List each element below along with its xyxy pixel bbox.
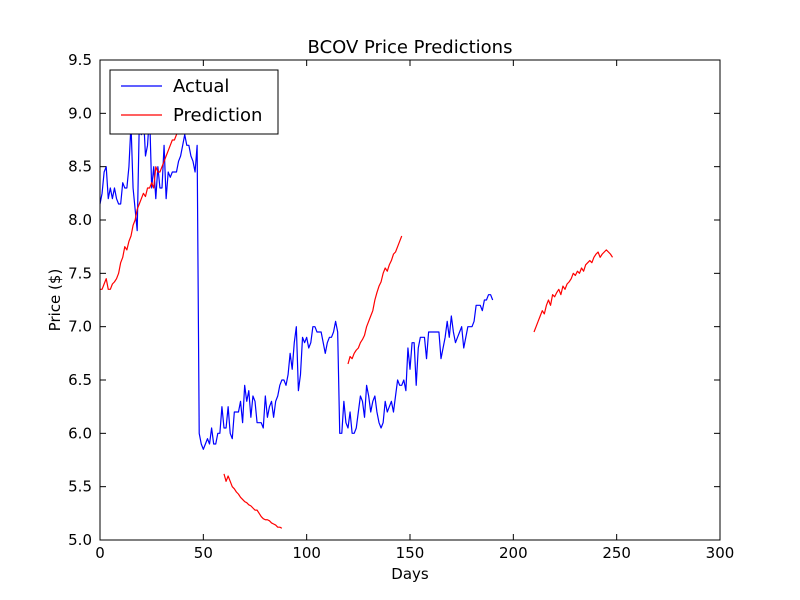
series-line-prediction-segment-1 <box>100 113 186 290</box>
y-tick-label: 8.5 <box>68 158 92 176</box>
plot-area <box>100 60 720 540</box>
series-layer <box>99 112 614 529</box>
legend: Actual Prediction <box>109 69 279 135</box>
y-tick-label: 7.5 <box>68 264 92 282</box>
y-tick-label: 5.5 <box>68 478 92 496</box>
y-tick-label: 7.0 <box>68 318 92 336</box>
y-tick-label: 5.0 <box>68 531 92 549</box>
y-tick-label: 8.0 <box>68 211 92 229</box>
series-line-prediction-segment-2 <box>223 473 283 529</box>
legend-label-prediction: Prediction <box>173 105 262 126</box>
legend-box <box>109 69 279 135</box>
x-tick-label: 100 <box>292 544 321 562</box>
y-tick-label: 9.0 <box>68 104 92 122</box>
y-tick-label: 9.5 <box>68 51 92 69</box>
x-tick-label: 0 <box>95 544 105 562</box>
y-axis-label: Price ($) <box>46 269 64 332</box>
x-tick-label: 300 <box>706 544 735 562</box>
x-tick-label: 150 <box>396 544 425 562</box>
legend-label-actual: Actual <box>173 76 229 97</box>
y-tick-label: 6.5 <box>68 371 92 389</box>
x-axis-label: Days <box>391 565 429 583</box>
series-line-prediction-segment-4 <box>533 249 614 333</box>
y-tick-label: 6.0 <box>68 424 92 442</box>
series-line-actual <box>99 112 494 450</box>
tick-layer: 0 50 100 150 200 250 300 5.0 5.5 6.0 6.5 7.0 7.5 8.0 8… <box>68 51 734 562</box>
x-tick-label: 50 <box>194 544 213 562</box>
x-tick-label: 250 <box>602 544 631 562</box>
x-tick-label: 200 <box>499 544 528 562</box>
series-line-prediction-segment-3 <box>347 235 403 365</box>
chart-title: BCOV Price Predictions <box>308 37 513 58</box>
